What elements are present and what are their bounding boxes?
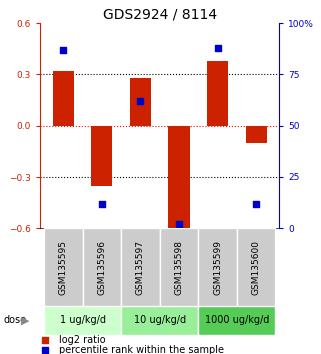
Bar: [198, 306, 275, 335]
Text: GSM135595: GSM135595: [59, 240, 68, 295]
Text: log2 ratio: log2 ratio: [59, 335, 106, 345]
Text: GSM135597: GSM135597: [136, 240, 145, 295]
Title: GDS2924 / 8114: GDS2924 / 8114: [103, 8, 217, 22]
Text: dose: dose: [3, 315, 26, 325]
Bar: [121, 306, 198, 335]
Bar: [91, 126, 112, 185]
Bar: [53, 71, 74, 126]
Bar: [207, 61, 228, 126]
Text: 1 ug/kg/d: 1 ug/kg/d: [60, 315, 106, 325]
Bar: [198, 228, 237, 306]
Point: [215, 45, 220, 51]
Point: [254, 201, 259, 206]
Text: ▶: ▶: [21, 315, 29, 325]
Bar: [160, 228, 198, 306]
Point: [177, 221, 182, 227]
Text: GSM135600: GSM135600: [252, 240, 261, 295]
Point: [99, 201, 104, 206]
Text: percentile rank within the sample: percentile rank within the sample: [59, 345, 224, 354]
Text: 1000 ug/kg/d: 1000 ug/kg/d: [205, 315, 269, 325]
Text: GSM135596: GSM135596: [97, 240, 106, 295]
Bar: [44, 306, 121, 335]
Point: [138, 98, 143, 104]
Bar: [246, 126, 267, 143]
Bar: [121, 228, 160, 306]
Text: 10 ug/kg/d: 10 ug/kg/d: [134, 315, 186, 325]
Text: GSM135599: GSM135599: [213, 240, 222, 295]
Point: [42, 347, 48, 353]
Bar: [44, 228, 82, 306]
Bar: [130, 78, 151, 126]
Bar: [169, 126, 190, 230]
Bar: [237, 228, 275, 306]
Point: [61, 47, 66, 52]
Text: GSM135598: GSM135598: [175, 240, 184, 295]
Point: [42, 337, 48, 343]
Bar: [82, 228, 121, 306]
